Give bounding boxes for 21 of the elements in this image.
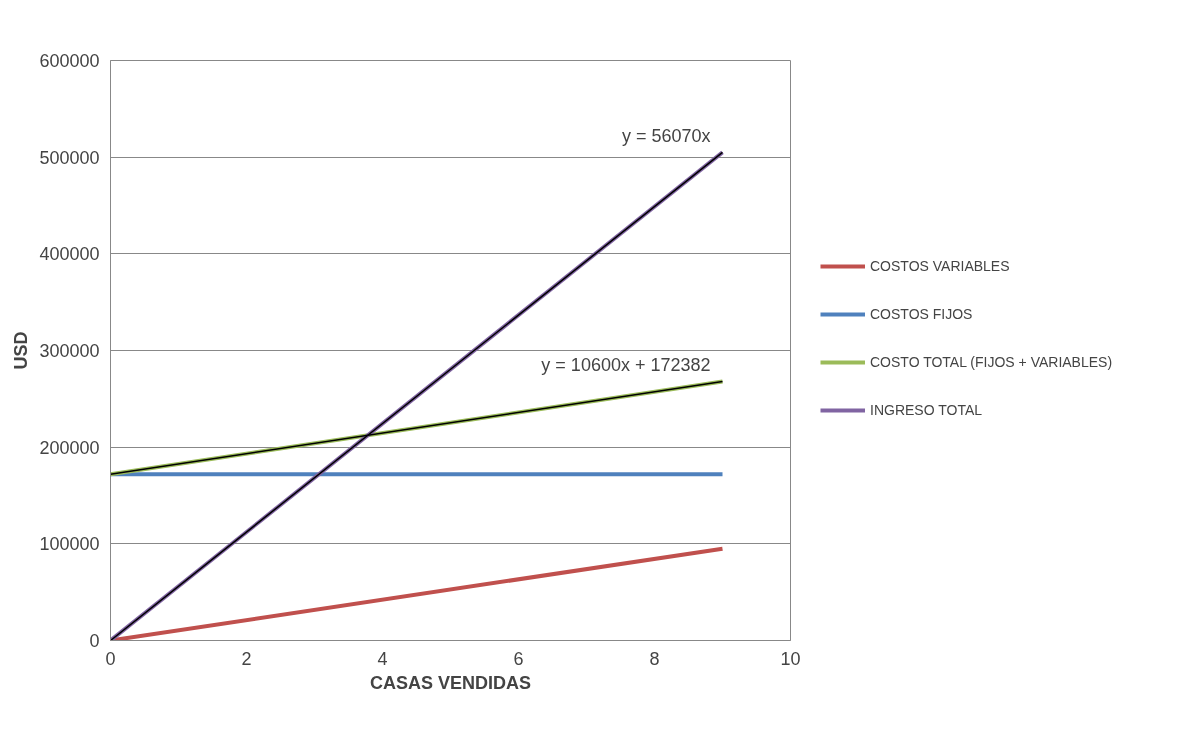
y-axis-title: USD bbox=[11, 331, 32, 370]
x-tick-label: 8 bbox=[649, 648, 660, 669]
legend-label: COSTOS VARIABLES bbox=[870, 258, 1010, 274]
y-tick-label: 0 bbox=[89, 631, 100, 651]
x-tick-label: 6 bbox=[513, 648, 524, 669]
x-axis-title: CASAS VENDIDAS bbox=[369, 672, 532, 693]
annotation: y = 56070x bbox=[621, 126, 711, 147]
x-tick-label: 10 bbox=[780, 648, 801, 669]
y-tick-label: 600000 bbox=[39, 51, 100, 71]
y-tick-label: 100000 bbox=[39, 534, 100, 555]
legend-label: COSTO TOTAL (FIJOS + VARIABLES) bbox=[870, 354, 1113, 370]
x-tick-label: 0 bbox=[105, 648, 116, 669]
y-tick-label: 400000 bbox=[39, 244, 100, 265]
annotation: y = 10600x + 172382 bbox=[541, 355, 711, 376]
y-tick-label: 300000 bbox=[39, 341, 100, 361]
x-tick-label: 4 bbox=[377, 648, 388, 669]
legend-label: INGRESO TOTAL bbox=[870, 402, 983, 418]
x-tick-label: 2 bbox=[241, 648, 252, 669]
y-tick-label: 200000 bbox=[39, 437, 100, 458]
legend-label: COSTOS FIJOS bbox=[870, 306, 973, 322]
y-tick-label: 500000 bbox=[39, 147, 100, 168]
